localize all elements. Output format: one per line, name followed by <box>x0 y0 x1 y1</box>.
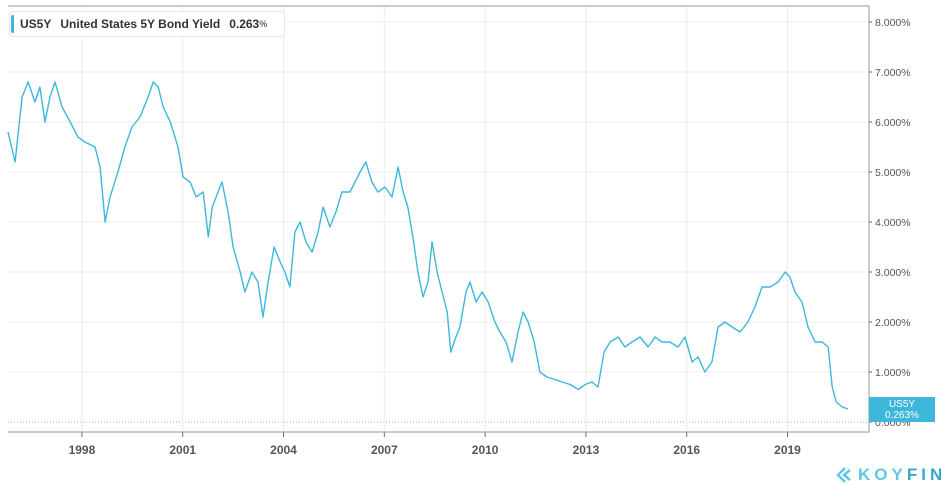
legend-name: United States 5Y Bond Yield <box>60 17 221 31</box>
logo-text-koy: KOY <box>858 465 907 484</box>
last-value-tag: US5Y 0.263% <box>869 397 935 422</box>
legend[interactable]: US5Y United States 5Y Bond Yield 0.263% <box>9 11 286 37</box>
y-tick-label: 3.000% <box>875 267 911 279</box>
series-line-us5y <box>7 81 849 410</box>
y-tick-label: 1.000% <box>875 367 911 379</box>
last-tag-value: 0.263% <box>885 410 919 421</box>
legend-unit: % <box>259 19 268 29</box>
legend-value: 0.263 <box>229 17 260 31</box>
y-tick-label: 4.000% <box>875 217 911 229</box>
x-tick-label: 1998 <box>69 443 96 457</box>
last-tag-ticker: US5Y <box>888 399 916 410</box>
x-tick-label: 2007 <box>371 443 398 457</box>
y-tick-label: 7.000% <box>875 67 911 79</box>
x-tick-label: 2019 <box>774 443 801 457</box>
x-tick-label: 2004 <box>270 443 297 457</box>
x-tick-label: 2010 <box>472 443 499 457</box>
x-tick-label: 2016 <box>673 443 700 457</box>
legend-ticker: US5Y <box>20 17 52 31</box>
plot-frame <box>8 5 870 433</box>
y-tick-label: 2.000% <box>875 317 911 329</box>
x-tick-label: 2013 <box>573 443 600 457</box>
x-tick-label: 2001 <box>169 443 196 457</box>
koyfin-logo: KOY FIN <box>836 465 941 485</box>
y-tick-label: 6.000% <box>875 117 911 129</box>
logo-text-fin: FIN <box>906 465 941 484</box>
series-color-marker <box>11 15 14 33</box>
logo-chevron-icon <box>836 467 851 483</box>
y-tick-label: 5.000% <box>875 167 911 179</box>
y-tick-label: 8.000% <box>875 17 911 29</box>
